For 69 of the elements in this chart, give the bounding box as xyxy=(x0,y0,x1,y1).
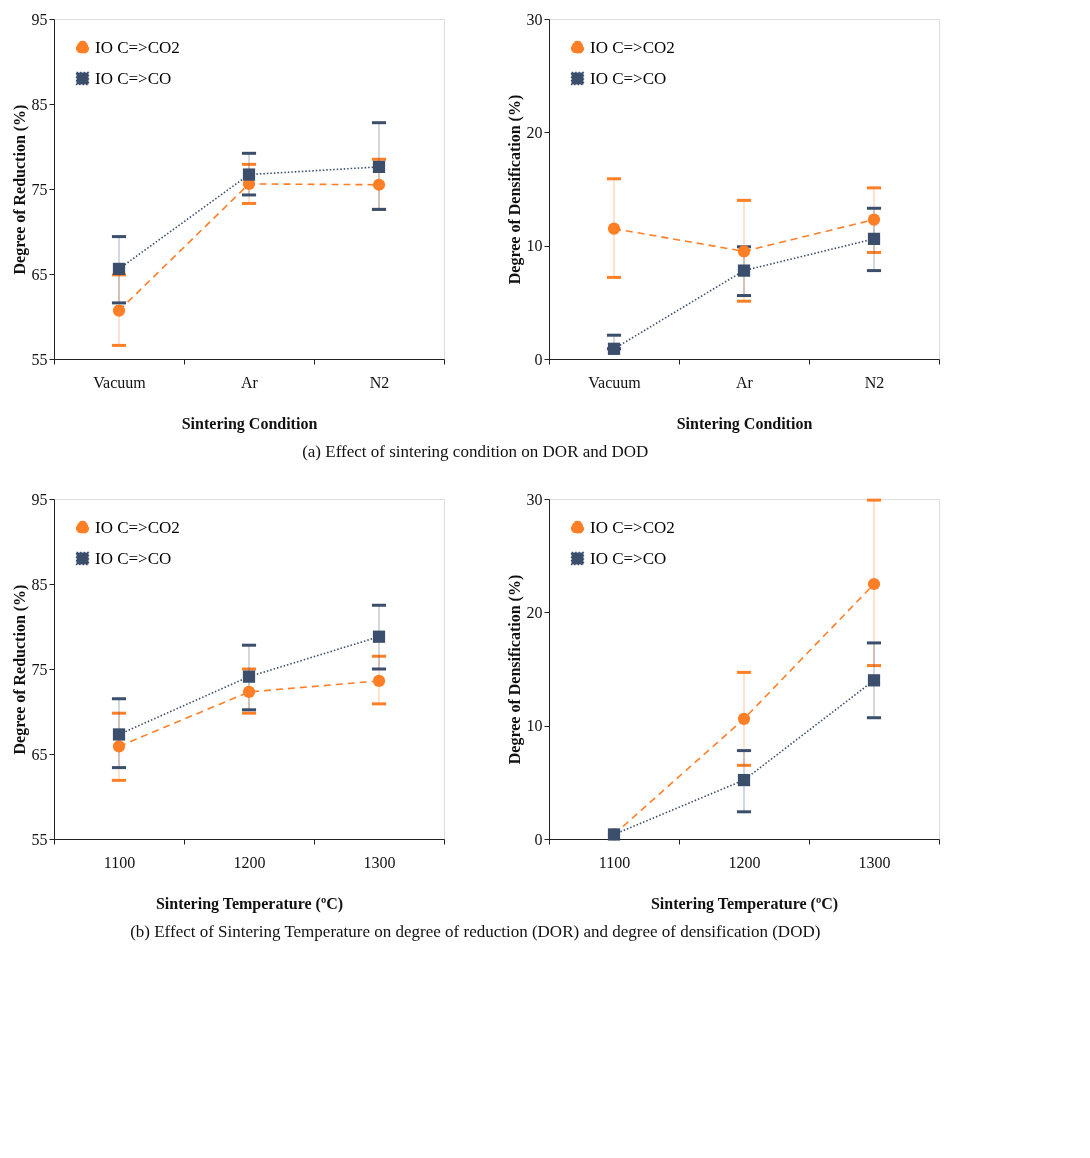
y-tick-label: 0 xyxy=(534,830,543,848)
y-tick-label: 95 xyxy=(31,10,48,28)
x-tick-label: 1200 xyxy=(728,853,761,871)
y-tick-label: 30 xyxy=(526,490,543,508)
x-tick-label: Vacuum xyxy=(93,373,147,391)
y-tick-label: 65 xyxy=(31,745,48,763)
y-tick-label: 55 xyxy=(31,350,48,368)
point xyxy=(867,213,881,226)
x-tick-label: 1300 xyxy=(858,853,891,871)
y-tick-label: 85 xyxy=(31,95,48,113)
point xyxy=(867,577,881,591)
y-axis-title: Degree of Densification (%) xyxy=(505,94,524,285)
x-tick-label: 1200 xyxy=(233,853,266,871)
point xyxy=(867,232,881,245)
y-axis-title: Degree of Reduction (%) xyxy=(10,584,29,755)
x-axis-title: Sintering Temperature (ºC) xyxy=(650,894,839,913)
point xyxy=(867,674,881,687)
point xyxy=(737,773,751,787)
y-tick-label: 75 xyxy=(31,180,48,198)
x-tick-label: N2 xyxy=(864,373,885,391)
legend-label: IO C=>CO2 xyxy=(590,517,675,537)
legend-label: IO C=>CO xyxy=(590,68,667,88)
y-tick-label: 75 xyxy=(31,660,48,678)
x-tick-label: Vacuum xyxy=(588,373,642,391)
legend-label: IO C=>CO2 xyxy=(590,37,675,57)
point xyxy=(112,728,126,741)
y-axis-title: Degree of Densification (%) xyxy=(505,574,524,765)
point xyxy=(112,740,126,753)
point xyxy=(607,222,621,235)
point xyxy=(372,674,386,688)
y-tick-label: 20 xyxy=(526,123,543,141)
point xyxy=(242,168,256,181)
y-axis-title: Degree of Reduction (%) xyxy=(10,104,29,275)
point xyxy=(372,178,386,191)
x-tick-label: 1300 xyxy=(363,853,396,871)
point xyxy=(112,262,126,276)
text: (b) Effect of Sintering Temperature on degree of reduction (DOR) and degree of densification (DOD) xyxy=(130,921,821,941)
legend-label: IO C=>CO xyxy=(95,68,172,88)
x-tick-label: Ar xyxy=(736,373,754,391)
x-tick-label: Ar xyxy=(241,373,259,391)
point xyxy=(242,670,256,683)
point xyxy=(737,264,751,277)
point xyxy=(737,245,751,258)
point xyxy=(372,160,386,174)
x-tick-label: 1100 xyxy=(598,853,631,871)
x-tick-label: 1100 xyxy=(103,853,136,871)
y-tick-label: 30 xyxy=(526,10,543,28)
point xyxy=(737,712,751,725)
x-axis-title: Sintering Temperature (ºC) xyxy=(155,894,344,913)
legend-label: IO C=>CO xyxy=(590,548,667,568)
y-tick-label: 85 xyxy=(31,575,48,593)
point xyxy=(112,304,126,317)
point xyxy=(372,630,386,643)
y-tick-label: 55 xyxy=(31,830,48,848)
x-axis-title: Sintering Condition xyxy=(181,414,318,433)
y-tick-label: 10 xyxy=(526,237,543,255)
y-tick-label: 10 xyxy=(526,717,543,735)
legend-label: IO C=>CO2 xyxy=(95,37,180,57)
point xyxy=(242,685,256,699)
point xyxy=(607,342,621,355)
x-axis-title: Sintering Condition xyxy=(676,414,813,433)
y-tick-label: 95 xyxy=(31,490,48,508)
x-tick-label: N2 xyxy=(369,373,390,391)
y-tick-label: 20 xyxy=(526,603,543,621)
text: (a) Effect of sintering condition on DOR and DOD xyxy=(302,441,649,461)
y-tick-label: 65 xyxy=(31,265,48,283)
legend-label: IO C=>CO xyxy=(95,548,172,568)
y-tick-label: 0 xyxy=(534,350,543,368)
legend-label: IO C=>CO2 xyxy=(95,517,180,537)
